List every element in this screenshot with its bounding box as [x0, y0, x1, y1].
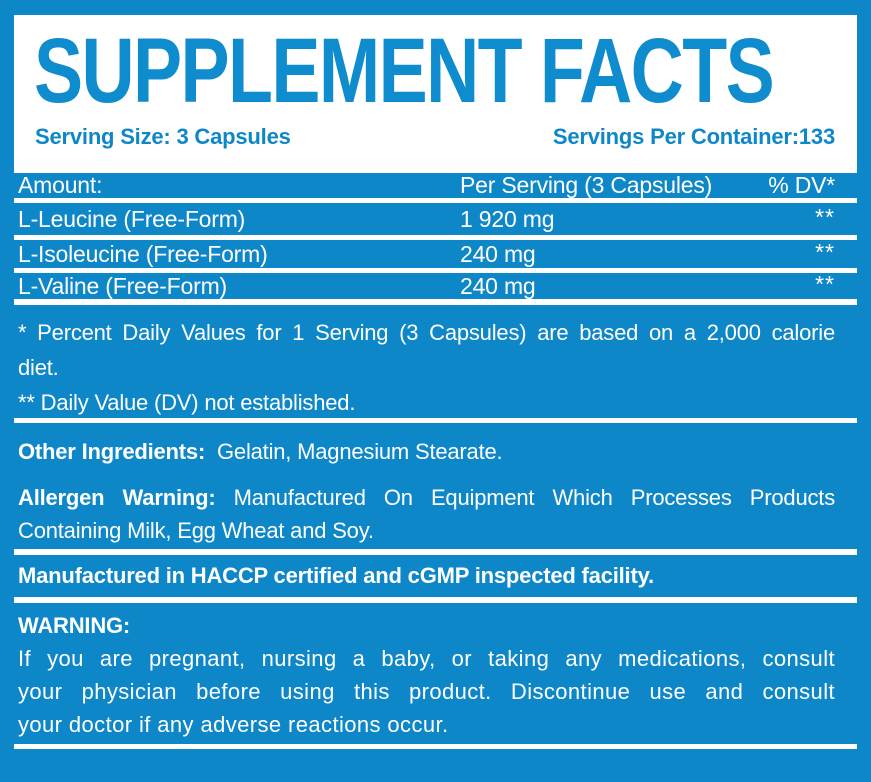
divider [14, 235, 857, 240]
manufactured-note: Manufactured in HACCP certified and cGMP… [18, 563, 654, 588]
table-row: L-Isoleucine (Free-Form) 240 mg ** [14, 238, 857, 268]
ingredient-amount: 240 mg [460, 240, 536, 267]
divider [14, 198, 857, 203]
table-row: L-Leucine (Free-Form) 1 920 mg ** [14, 203, 857, 235]
servings-per-container-text: Servings Per Container:133 [552, 124, 835, 149]
percent-dv-footnote-line2: diet. [18, 355, 59, 380]
divider [14, 268, 857, 273]
header-panel: SUPPLEMENT FACTS Serving Size: 3 Capsule… [14, 15, 857, 173]
dv-not-established-footnote: ** Daily Value (DV) not established. [18, 390, 356, 415]
warning-line1: If you are pregnant, nursing a baby, or … [18, 646, 835, 671]
other-ingredients-value: Gelatin, Magnesium Stearate. [211, 439, 503, 464]
percent-dv-footnote-line1: * Percent Daily Values for 1 Serving (3 … [18, 320, 835, 345]
table-header-row: Amount: Per Serving (3 Capsules) % DV* [14, 172, 857, 198]
divider [14, 549, 857, 555]
other-ingredients-line: Other Ingredients: Gelatin, Magnesium St… [18, 435, 835, 468]
column-header-per-serving: Per Serving (3 Capsules) [460, 172, 713, 198]
divider [14, 597, 857, 603]
divider [14, 299, 857, 305]
divider [14, 744, 857, 749]
column-header-dv: % DV* [768, 172, 835, 198]
table-row: L-Valine (Free-Form) 240 mg ** [14, 270, 857, 299]
ingredient-name: L-Leucine (Free-Form) [18, 205, 246, 232]
warning-label: WARNING: [18, 613, 131, 638]
ingredients-section: Other Ingredients: Gelatin, Magnesium St… [14, 423, 857, 549]
ingredient-dv: ** [815, 203, 835, 230]
allergen-warning-line1: Allergen Warning: Manufactured On Equipm… [18, 481, 835, 514]
facts-table: Amount: Per Serving (3 Capsules) % DV* L… [14, 172, 857, 299]
ingredient-name: L-Valine (Free-Form) [18, 272, 227, 299]
allergen-warning-label: Allergen Warning: [18, 485, 216, 510]
allergen-warning-text: Manufactured On Equipment Which Processe… [215, 485, 836, 510]
ingredient-name: L-Isoleucine (Free-Form) [18, 240, 268, 267]
spacer [18, 468, 835, 481]
warning-line2: your physician before using this product… [18, 679, 835, 704]
serving-info-row: Serving Size: 3 Capsules Servings Per Co… [35, 124, 835, 150]
warning-line3: your doctor if any adverse reactions occ… [18, 712, 449, 737]
ingredient-dv: ** [815, 238, 835, 265]
divider [14, 418, 857, 423]
allergen-warning-line2: Containing Milk, Egg Wheat and Soy. [18, 518, 374, 543]
column-header-amount: Amount: [18, 172, 103, 198]
ingredient-amount: 1 920 mg [460, 205, 555, 232]
other-ingredients-label: Other Ingredients: [18, 439, 206, 464]
warning-section: WARNING: If you are pregnant, nursing a … [14, 603, 857, 744]
ingredient-amount: 240 mg [460, 272, 536, 299]
serving-size-text: Serving Size: 3 Capsules [35, 124, 291, 149]
page-title: SUPPLEMENT FACTS [34, 20, 775, 122]
footnotes-section: * Percent Daily Values for 1 Serving (3 … [14, 305, 857, 418]
ingredient-dv: ** [815, 270, 835, 297]
